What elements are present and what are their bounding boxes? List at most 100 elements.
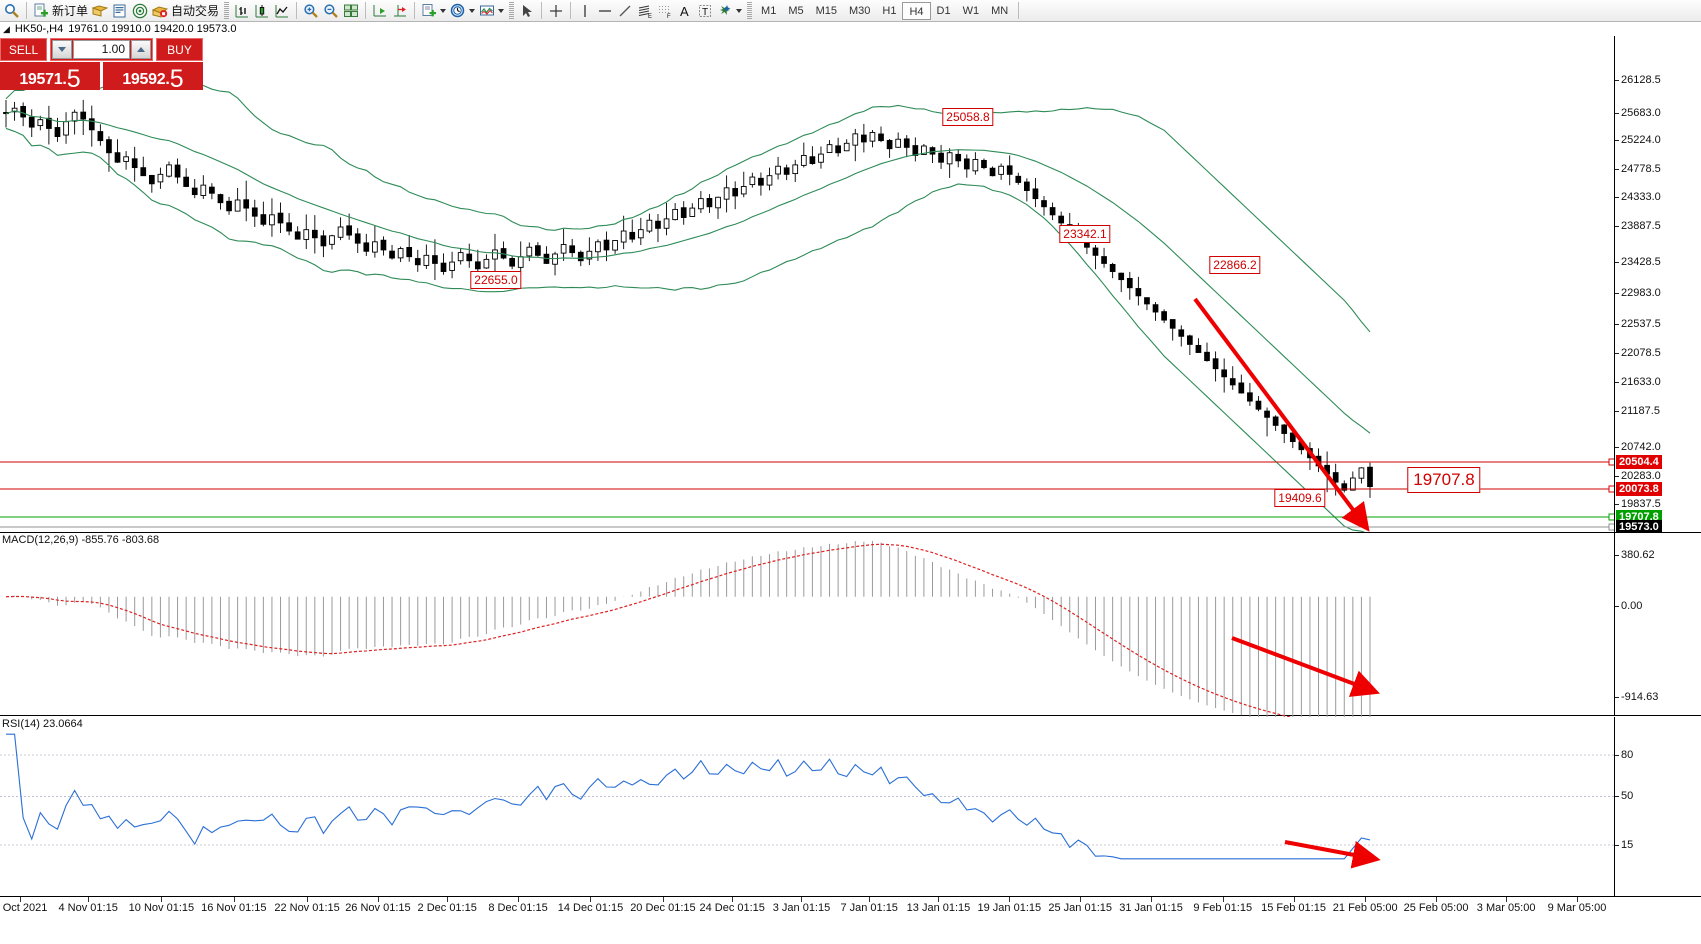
- axis-tick: [1615, 113, 1619, 114]
- buy-price[interactable]: 19592 . 5: [103, 62, 203, 92]
- main-toolbar: 新订单 自动交易: [0, 0, 1701, 22]
- line-chart-icon-button[interactable]: [272, 1, 292, 21]
- macd-downtrend-arrow[interactable]: [1231, 636, 1380, 697]
- axis-label: 25224.0: [1621, 134, 1661, 146]
- shift-end-icon-button[interactable]: [370, 1, 390, 21]
- price-axis[interactable]: 26128.5 25683.0 25224.0 24778.5 24333.0 23887…: [1614, 36, 1701, 573]
- trade-panel-controls[interactable]: SELL 1.00 BUY: [0, 38, 203, 61]
- axis-tick: [1615, 197, 1619, 198]
- tab-timeframe-m15[interactable]: M15: [815, 4, 837, 17]
- objects-icon-button[interactable]: [715, 1, 744, 21]
- price-annotation[interactable]: 22866.2: [1209, 256, 1261, 274]
- bar-chart-icon-button[interactable]: [232, 1, 252, 21]
- chevron-down-icon[interactable]: [736, 8, 743, 13]
- window-tile-icon-button[interactable]: [341, 1, 361, 21]
- axis-tick: [1615, 796, 1619, 797]
- template-icon-button[interactable]: [419, 1, 448, 21]
- candlestick-series: [3, 99, 1373, 498]
- metaquotes-icon-button[interactable]: [130, 1, 150, 21]
- toolbar-grip[interactable]: [224, 2, 230, 19]
- zoom-out-icon-button[interactable]: [321, 1, 341, 21]
- price-annotation[interactable]: 19409.6: [1274, 489, 1326, 507]
- one-click-trading-panel[interactable]: SELL 1.00 BUY 19571 . 5 19592 . 5: [0, 38, 203, 93]
- print-preview-icon-button[interactable]: [110, 1, 130, 21]
- time-axis[interactable]: 9 Oct 2021 4 Nov 01:15 10 Nov 01:15 16 Nov …: [0, 896, 1701, 920]
- toolbar-separator: [570, 2, 572, 19]
- price-annotation[interactable]: 22655.0: [470, 271, 522, 289]
- axis-tick: [1615, 447, 1619, 448]
- tab-timeframe-w1[interactable]: W1: [962, 4, 980, 17]
- price-level-badge[interactable]: 20504.4: [1616, 455, 1662, 469]
- axis-tick: [1615, 353, 1619, 354]
- channel-icon-button[interactable]: F: [655, 1, 675, 21]
- axis-tick: [1615, 324, 1619, 325]
- volume-increment-button[interactable]: [131, 40, 151, 59]
- zoom-in-icon-button[interactable]: [301, 1, 321, 21]
- buy-button[interactable]: BUY: [156, 38, 203, 61]
- trendline-icon-button[interactable]: [615, 1, 635, 21]
- tab-timeframe-d1[interactable]: D1: [936, 4, 951, 17]
- tab-timeframe-m5[interactable]: M5: [788, 4, 804, 17]
- rsi-chart-svg: [0, 733, 1614, 869]
- period-icon-button[interactable]: [448, 1, 477, 21]
- magnifier-icon-button[interactable]: [2, 1, 22, 21]
- chart-area[interactable]: 25058.8 23342.1 22866.2 22655.0 19409.6 19707…: [0, 36, 1701, 920]
- vline-icon-button[interactable]: [575, 1, 595, 21]
- downtrend-arrow[interactable]: [1193, 297, 1370, 532]
- new-order-button[interactable]: 新订单: [31, 1, 90, 21]
- price-level-badge[interactable]: 20073.8: [1616, 482, 1662, 496]
- time-label: 13 Jan 01:15: [906, 902, 971, 914]
- pane-divider-price-macd: [0, 532, 1701, 533]
- chart-pointer-icon: ◢: [3, 23, 10, 34]
- tab-timeframe-mn[interactable]: MN: [991, 4, 1009, 17]
- toolbar-grip[interactable]: [747, 2, 753, 19]
- axis-label: 22078.5: [1621, 347, 1661, 359]
- axis-label: 22537.5: [1621, 318, 1661, 330]
- macd-pane[interactable]: MACD(12,26,9) -855.76 -803.68 380.62 0.00…: [0, 533, 1701, 733]
- tab-timeframe-h4[interactable]: H4: [902, 1, 931, 20]
- candlestick-icon-button[interactable]: [252, 1, 272, 21]
- chevron-down-icon[interactable]: [498, 8, 505, 13]
- tab-timeframe-h1[interactable]: H1: [882, 4, 897, 17]
- cursor-icon-button[interactable]: [517, 1, 537, 21]
- fibonacci-icon-button[interactable]: E: [635, 1, 655, 21]
- crosshair-icon-button[interactable]: [546, 1, 566, 21]
- price-level-badge[interactable]: 19573.0: [1616, 520, 1662, 534]
- volume-decrement-button[interactable]: [52, 40, 72, 59]
- rsi-pane[interactable]: RSI(14) 23.0664 80 50 15: [0, 717, 1701, 896]
- svg-text:E: E: [648, 14, 652, 19]
- bollinger-middle: [5, 110, 1371, 434]
- time-tick: [307, 897, 309, 902]
- label-icon-button[interactable]: T: [695, 1, 715, 21]
- auto-trading-button[interactable]: 自动交易: [150, 1, 221, 21]
- time-tick: [732, 897, 734, 902]
- bollinger-lower: [5, 127, 1371, 535]
- time-label: 10 Nov 01:15: [128, 902, 195, 914]
- price-annotation[interactable]: 25058.8: [942, 108, 994, 126]
- toolbar-separator: [365, 2, 367, 19]
- time-tick: [1080, 897, 1082, 902]
- sell-price[interactable]: 19571 . 5: [0, 62, 100, 93]
- toolbar-grip[interactable]: [509, 2, 515, 19]
- time-label: 20 Dec 01:15: [630, 902, 696, 914]
- tab-timeframe-m30[interactable]: M30: [849, 4, 871, 17]
- hline-icon-button[interactable]: [595, 1, 615, 21]
- price-annotation[interactable]: 19707.8: [1407, 467, 1481, 493]
- sell-price-fraction: 5: [66, 65, 81, 93]
- rsi-downtrend-arrow[interactable]: [1284, 840, 1381, 869]
- text-icon-button[interactable]: A: [675, 1, 695, 21]
- price-pane[interactable]: 25058.8 23342.1 22866.2 22655.0 19409.6 19707…: [0, 36, 1701, 573]
- tab-timeframe-m1[interactable]: M1: [761, 4, 777, 17]
- chevron-down-icon[interactable]: [469, 8, 476, 13]
- auto-scroll-icon-button[interactable]: [390, 1, 410, 21]
- sell-button[interactable]: SELL: [0, 38, 47, 61]
- indicator-icon-button[interactable]: [477, 1, 506, 21]
- axis-label: 50: [1621, 790, 1634, 802]
- time-label: 9 Mar 05:00: [1547, 902, 1607, 914]
- volume-stepper[interactable]: 1.00: [50, 38, 153, 61]
- chevron-down-icon[interactable]: [440, 8, 447, 13]
- volume-input[interactable]: 1.00: [73, 40, 130, 59]
- price-annotation[interactable]: 23342.1: [1059, 225, 1111, 243]
- folder-icon-button[interactable]: [90, 1, 110, 21]
- axis-label: 380.62: [1621, 549, 1655, 561]
